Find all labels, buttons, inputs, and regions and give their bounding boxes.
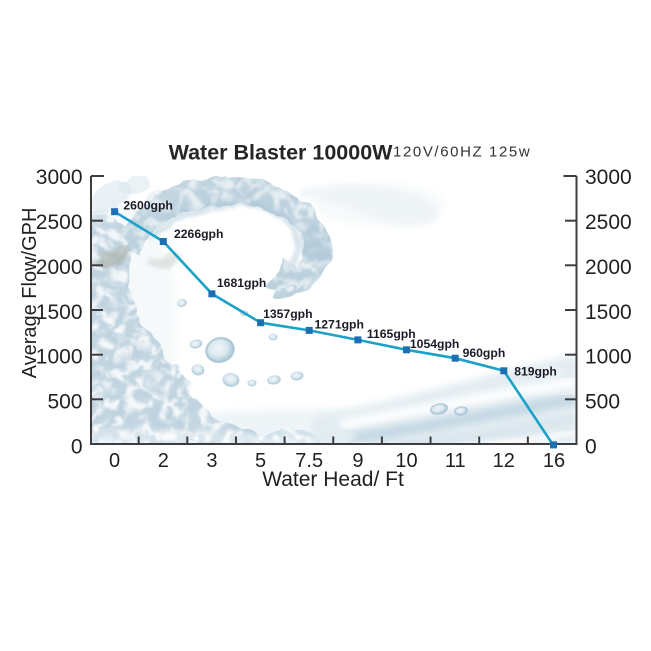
svg-text:2000: 2000	[36, 256, 83, 279]
svg-text:3000: 3000	[36, 166, 83, 189]
svg-text:16: 16	[543, 450, 565, 472]
svg-text:500: 500	[47, 391, 82, 414]
svg-text:2000: 2000	[585, 256, 632, 279]
svg-text:3: 3	[206, 450, 217, 472]
svg-text:0: 0	[585, 435, 597, 458]
svg-text:0: 0	[71, 435, 83, 458]
svg-text:11: 11	[445, 450, 466, 472]
svg-text:Water Blaster 10000W: Water Blaster 10000W	[169, 141, 394, 165]
svg-text:2500: 2500	[585, 211, 632, 234]
svg-text:1000: 1000	[36, 346, 83, 369]
svg-text:0: 0	[109, 450, 120, 472]
svg-text:1357gph: 1357gph	[263, 307, 312, 321]
svg-text:12: 12	[493, 450, 515, 472]
svg-text:2600gph: 2600gph	[123, 199, 172, 213]
svg-text:120V/60HZ 125w: 120V/60HZ 125w	[393, 144, 531, 161]
svg-text:3000: 3000	[585, 166, 632, 189]
svg-text:Average Flow/GPH: Average Flow/GPH	[19, 208, 41, 379]
svg-text:1165gph: 1165gph	[367, 327, 416, 341]
svg-text:1054gph: 1054gph	[410, 337, 459, 351]
svg-text:1000: 1000	[585, 346, 632, 369]
svg-text:1271gph: 1271gph	[315, 318, 364, 332]
svg-text:5: 5	[255, 450, 266, 472]
svg-text:2: 2	[158, 450, 169, 472]
svg-text:10: 10	[395, 450, 417, 472]
svg-text:2500: 2500	[36, 211, 83, 234]
svg-text:Water Head/ Ft: Water Head/ Ft	[262, 468, 404, 491]
svg-text:7.5: 7.5	[295, 450, 323, 472]
svg-text:2266gph: 2266gph	[174, 227, 223, 241]
svg-text:500: 500	[585, 391, 620, 414]
svg-text:1681gph: 1681gph	[217, 276, 266, 290]
svg-text:1500: 1500	[36, 301, 83, 324]
svg-text:1500: 1500	[585, 301, 632, 324]
svg-text:819gph: 819gph	[514, 365, 557, 379]
svg-text:9: 9	[352, 450, 363, 472]
svg-text:960gph: 960gph	[463, 346, 506, 360]
